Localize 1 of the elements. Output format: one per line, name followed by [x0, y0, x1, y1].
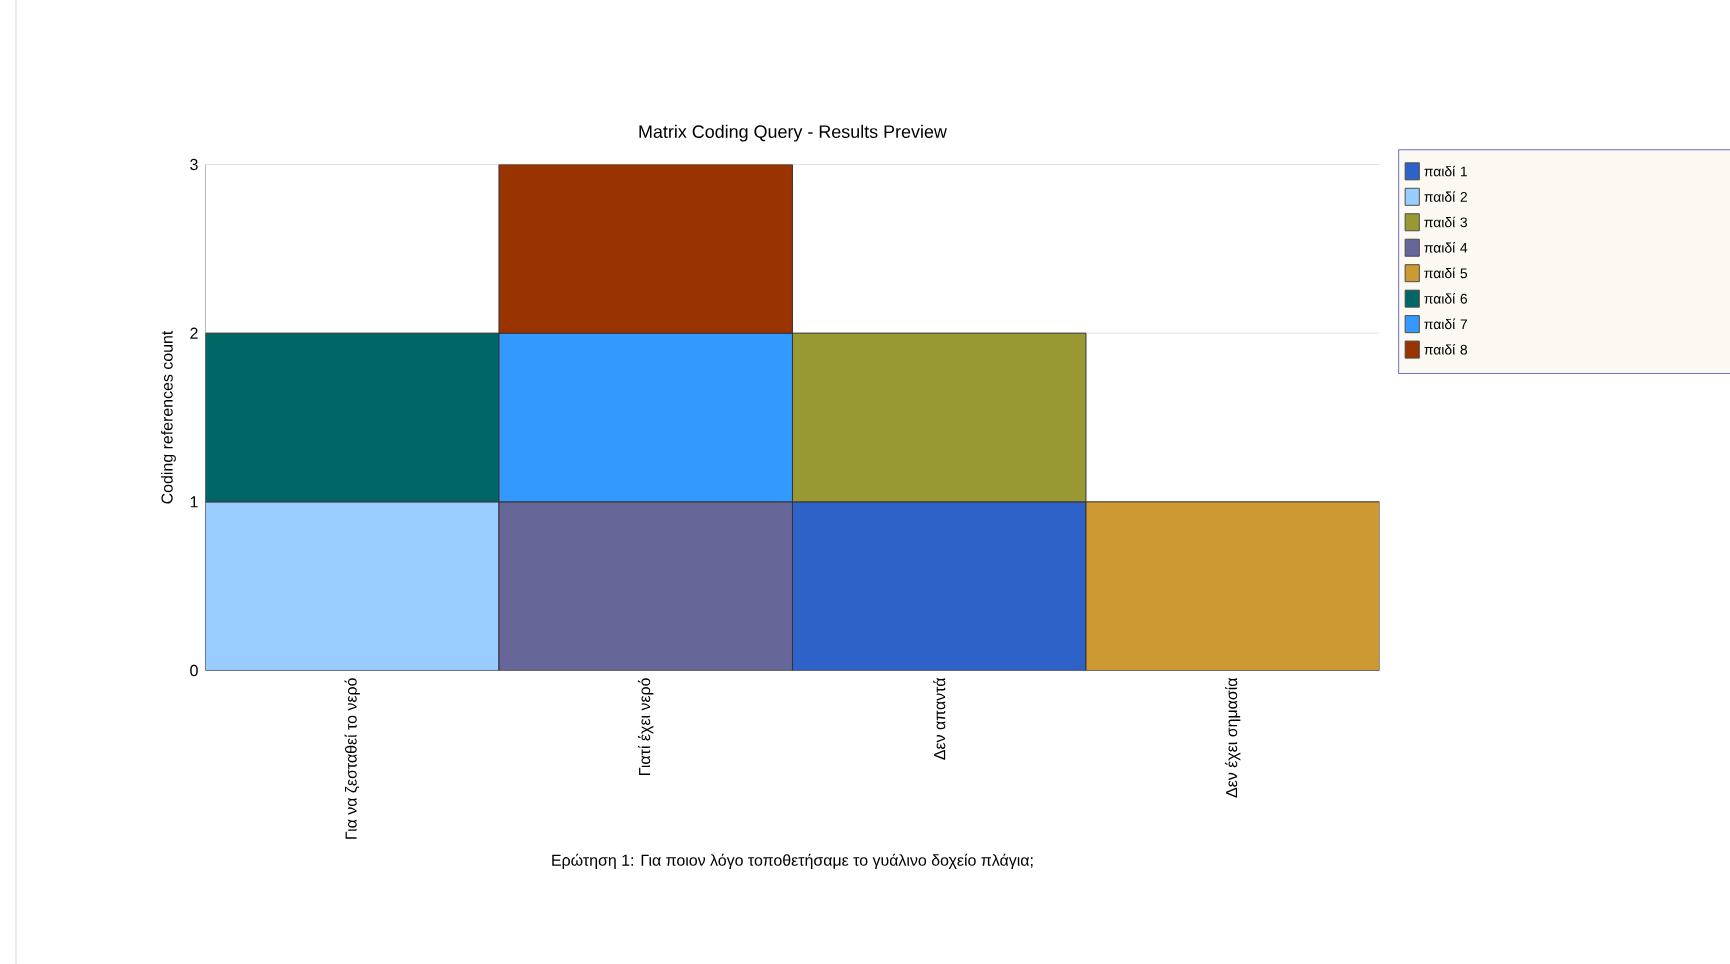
chart-title: Matrix Coding Query - Results Preview [639, 124, 947, 142]
